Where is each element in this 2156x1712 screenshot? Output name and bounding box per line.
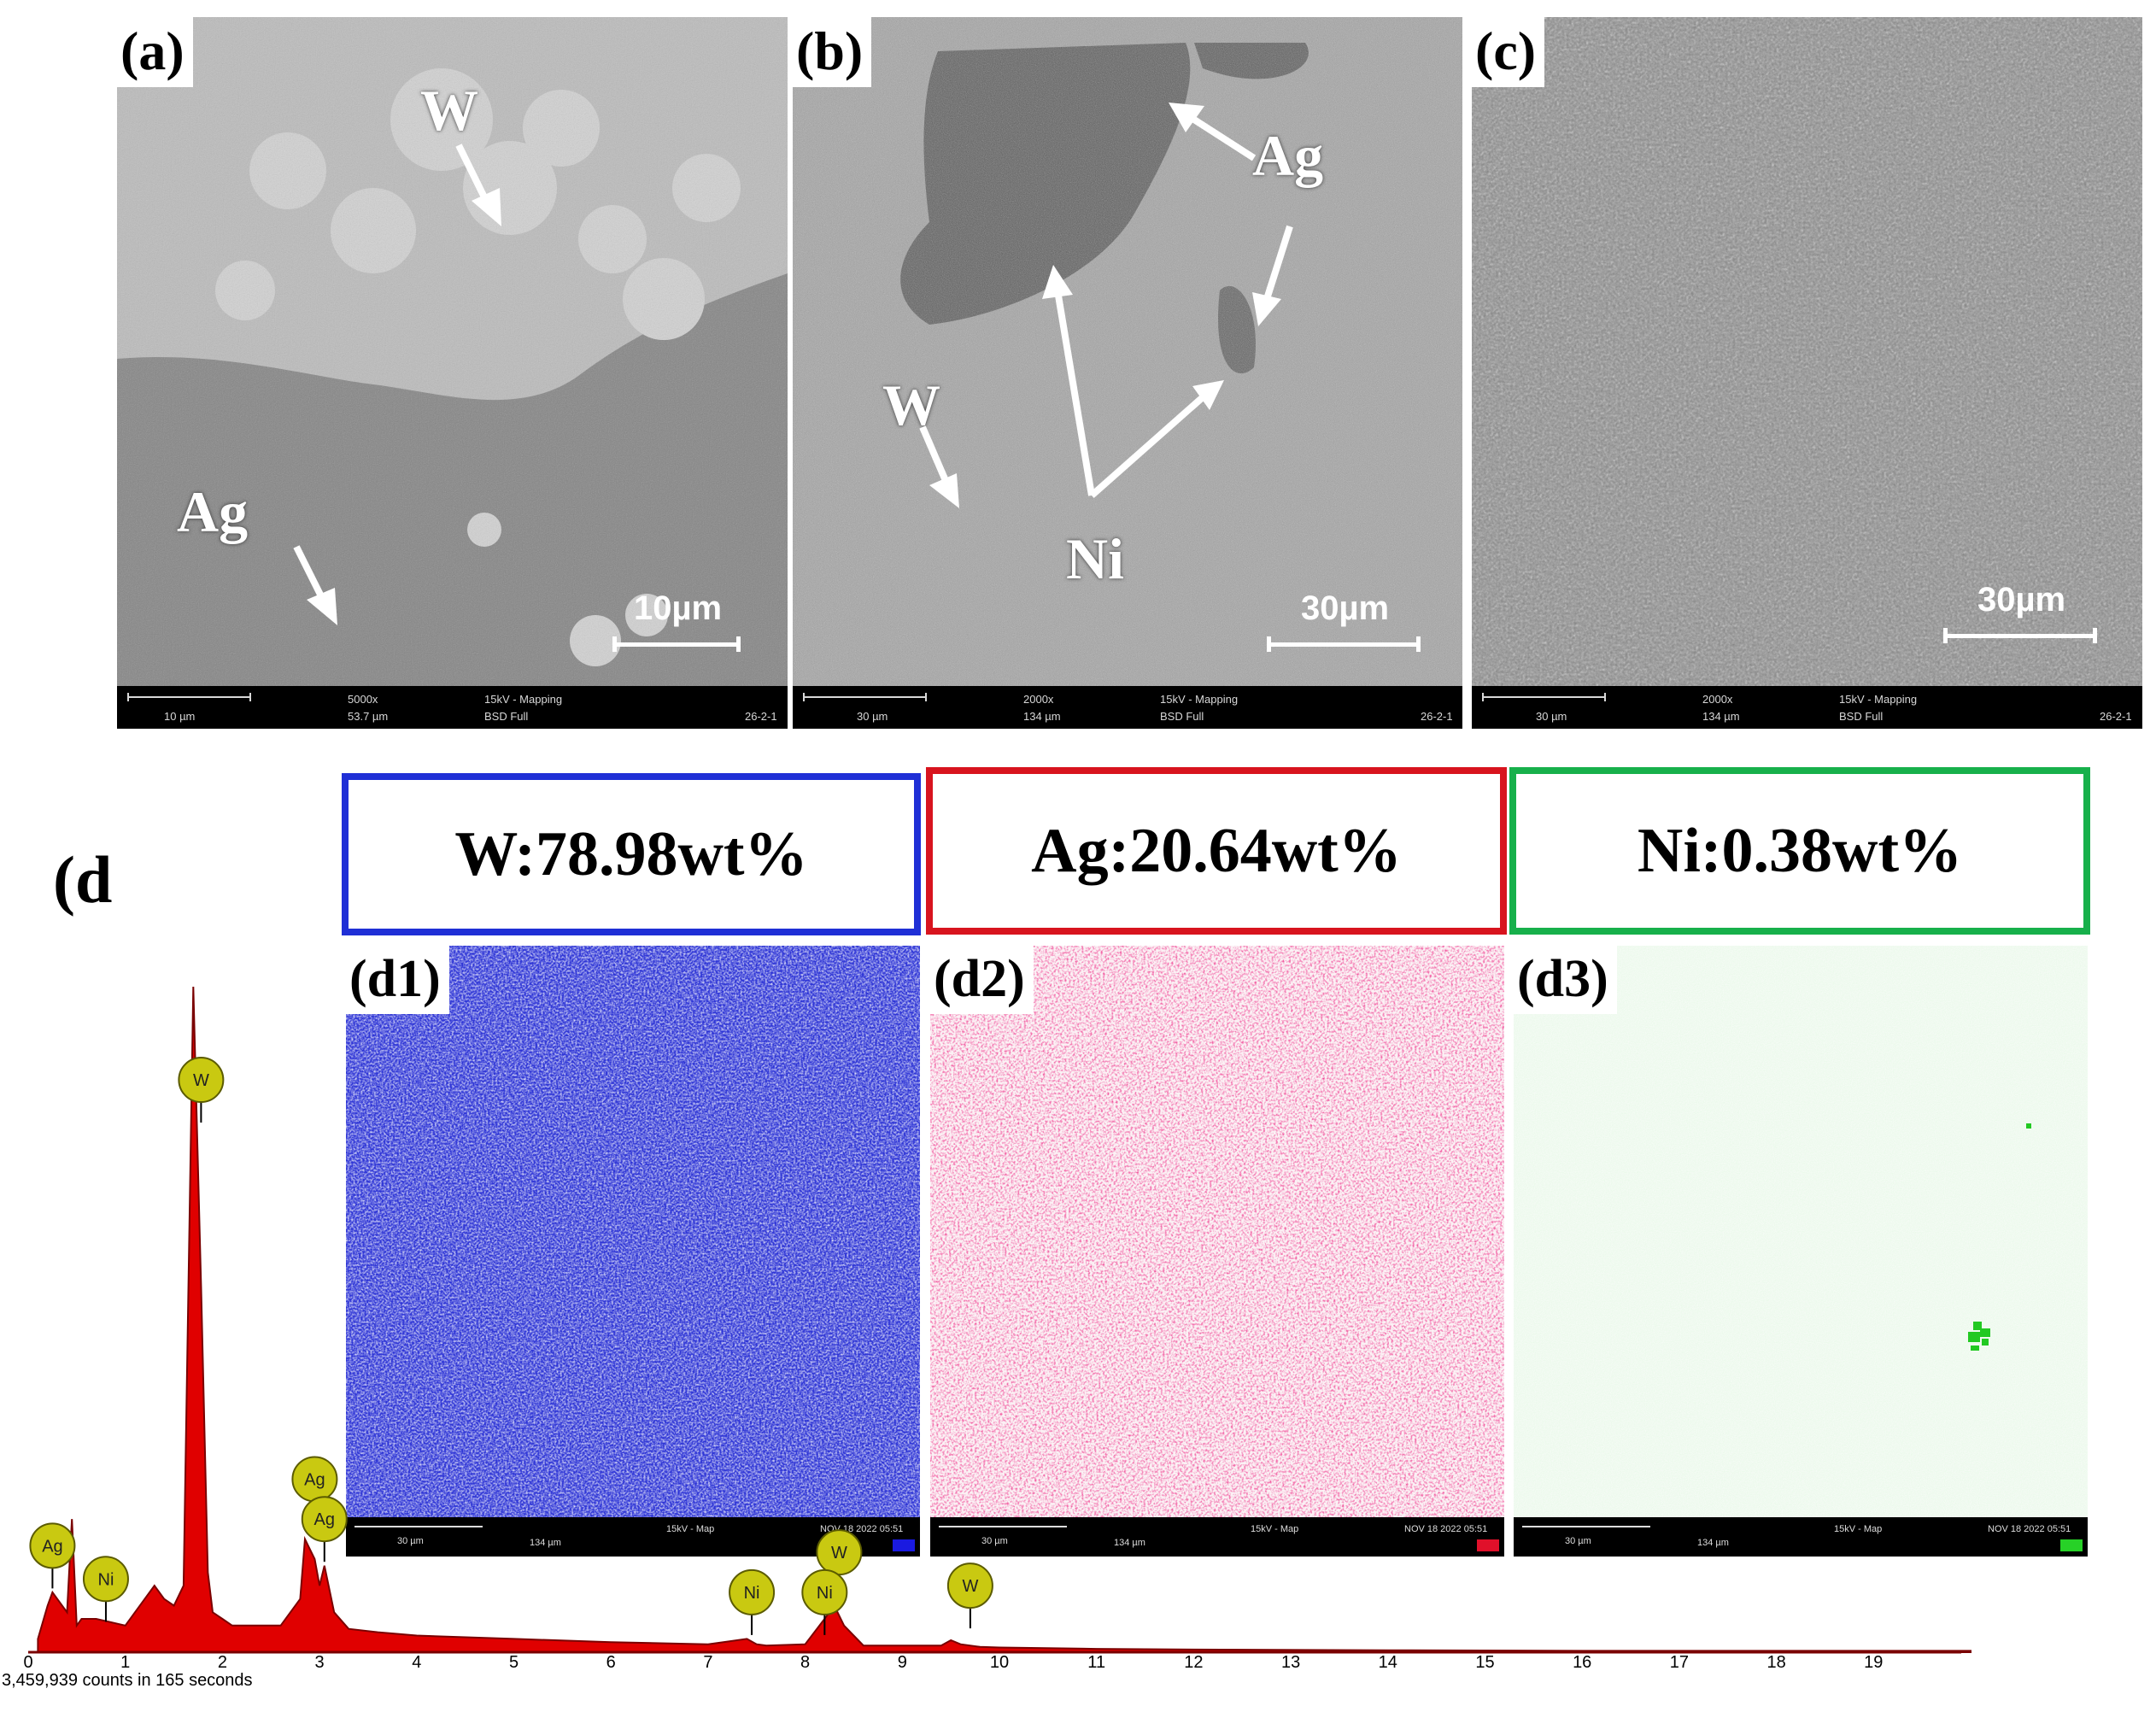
map-label-d1: (d1)	[346, 946, 449, 1014]
scale-bar-a: 10µm	[612, 589, 749, 658]
x-tick-label: 10	[989, 1653, 1010, 1672]
x-tick-label: 11	[1087, 1653, 1106, 1672]
element-map-d3: (d3) 30 µm 134 µm 15kV - Map NOV 18 2022…	[1514, 946, 2088, 1557]
panel-label-c: (c)	[1472, 17, 1545, 87]
sem-micrograph-b	[793, 17, 1462, 686]
panel-label-a: (a)	[117, 17, 193, 87]
x-tick-label: 6	[606, 1653, 616, 1672]
x-tick-label: 12	[1184, 1653, 1204, 1672]
svg-text:Ni: Ni	[817, 1584, 833, 1603]
svg-text:W: W	[831, 1544, 847, 1562]
instrument-info-bar-a: 10 µm 5000x 53.7 µm 15kV - Mapping BSD F…	[117, 686, 788, 729]
x-tick-label: 9	[897, 1653, 907, 1672]
peak-label-ni: Ni	[82, 1556, 129, 1622]
peak-label-w: W	[178, 1057, 225, 1123]
svg-text:Ni: Ni	[744, 1584, 760, 1603]
x-tick-label: 7	[703, 1653, 713, 1672]
panel-label-b: (b)	[793, 17, 872, 87]
svg-text:Ag: Ag	[304, 1470, 325, 1489]
annotation-ag: Ag	[1252, 123, 1324, 188]
map-label-d3: (d3)	[1514, 946, 1617, 1014]
x-tick-label: 16	[1573, 1653, 1592, 1672]
sem-panel-b: (b) Ag W Ni 30µm 30 µm 2000x 134 µm 15kV…	[793, 17, 1462, 729]
composition-box-w: W:78.98wt%	[342, 773, 921, 935]
sem-micrograph-c	[1472, 17, 2142, 686]
element-map-d2: (d2) 30 µm 134 µm 15kV - Map NOV 18 2022…	[930, 946, 1504, 1557]
peak-label-w: W	[946, 1562, 993, 1629]
peak-label-ag: Ag	[301, 1496, 348, 1562]
sem-micrograph-a	[117, 17, 788, 686]
svg-text:W: W	[962, 1577, 978, 1596]
map-label-d2: (d2)	[930, 946, 1034, 1014]
x-tick-label: 8	[800, 1653, 811, 1672]
peak-label-ni: Ni	[801, 1568, 848, 1635]
peak-label-ag: Ag	[29, 1522, 76, 1589]
map-image-d3	[1514, 946, 2088, 1518]
x-tick-label: 13	[1280, 1653, 1301, 1672]
x-tick-label: 15	[1475, 1653, 1495, 1672]
map-image-d1	[346, 946, 920, 1518]
instrument-info-bar-c: 30 µm 2000x 134 µm 15kV - Mapping BSD Fu…	[1472, 686, 2142, 729]
scale-bar-c: 30µm	[1943, 581, 2106, 649]
map-info-bar-d2: 30 µm 134 µm 15kV - Map NOV 18 2022 05:5…	[930, 1517, 1504, 1557]
sem-panel-c: (c) 30µm 30 µm 2000x 134 µm 15kV - Mappi…	[1472, 17, 2142, 729]
x-tick-label: 5	[508, 1653, 519, 1672]
svg-text:Ag: Ag	[42, 1537, 62, 1556]
x-tick-label: 17	[1669, 1653, 1690, 1672]
scale-bar-b: 30µm	[1267, 589, 1429, 658]
svg-text:W: W	[193, 1071, 209, 1090]
instrument-info-bar-b: 30 µm 2000x 134 µm 15kV - Mapping BSD Fu…	[793, 686, 1462, 729]
element-map-d1: (d1) 30 µm 134 µm 15kV - Map NOV 18 2022…	[346, 946, 920, 1557]
map-image-d2	[930, 946, 1504, 1518]
x-tick-label: 4	[412, 1653, 422, 1672]
eds-spectrum-chart: WWAgAgAgNiNiWNiW	[28, 986, 1971, 1654]
x-tick-label: 0	[23, 1653, 33, 1672]
annotation-w: W	[882, 372, 940, 437]
x-tick-label: 14	[1378, 1653, 1397, 1672]
x-tick-label: 18	[1766, 1653, 1786, 1672]
annotation-w: W	[420, 78, 478, 143]
composition-ag: Ag:20.64wt%	[1031, 815, 1402, 886]
x-tick-label: 2	[217, 1653, 227, 1672]
sem-panel-a: (a) W Ag 10µm 10 µm 5000x 53.7 µm 15kV -…	[117, 17, 788, 729]
x-tick-label: 19	[1864, 1653, 1884, 1672]
x-tick-label: 3	[314, 1653, 325, 1672]
spectrum-area	[37, 986, 1971, 1653]
annotation-ni: Ni	[1066, 526, 1124, 591]
composition-box-ni: Ni:0.38wt%	[1509, 767, 2090, 935]
svg-text:Ni: Ni	[98, 1570, 114, 1589]
composition-box-ag: Ag:20.64wt%	[926, 767, 1507, 935]
arrow-overlay-a	[293, 144, 501, 625]
panel-label-d: (d	[53, 842, 113, 917]
composition-ni: Ni:0.38wt%	[1637, 815, 1963, 886]
map-info-bar-d3: 30 µm 134 µm 15kV - Map NOV 18 2022 05:5…	[1514, 1517, 2088, 1557]
composition-w: W:78.98wt%	[454, 818, 808, 889]
spectrum-caption: 3,459,939 counts in 165 seconds	[2, 1671, 253, 1690]
svg-text:Ag: Ag	[314, 1510, 335, 1529]
x-tick-label: 1	[120, 1653, 131, 1672]
annotation-ag: Ag	[177, 479, 249, 544]
peak-label-ni: Ni	[729, 1568, 776, 1635]
arrow-overlay-b	[919, 103, 1293, 508]
